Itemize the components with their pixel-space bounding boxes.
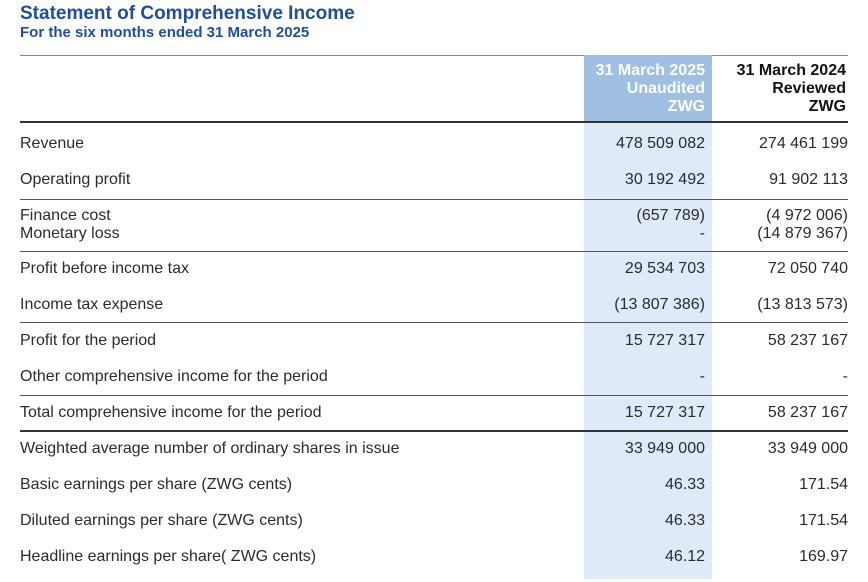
value-2025: 29 534 703: [624, 260, 705, 277]
value-2025: 46.12: [664, 548, 705, 565]
value-2024: 274 461 199: [759, 135, 848, 152]
table-row-profit-for-period: Profit for the period 15 727 317 58 237 …: [0, 332, 868, 352]
value-2024: -: [842, 368, 848, 385]
value-2025: 30 192 492: [624, 171, 705, 188]
row-label: Diluted earnings per share (ZWG cents): [20, 512, 303, 529]
value-2025: -: [699, 368, 705, 385]
row-label: Headline earnings per share( ZWG cents): [20, 548, 317, 565]
value-2024: 91 902 113: [769, 171, 848, 188]
column-header-2024: 31 March 2024 Reviewed ZWG: [712, 62, 846, 116]
row-label: Profit for the period: [20, 332, 157, 349]
column-header-2024-date: 31 March 2024: [736, 62, 846, 79]
column-header-2025: 31 March 2025 Unaudited ZWG: [584, 62, 705, 116]
column-header-2025-currency: ZWG: [667, 98, 705, 115]
table-row-profit-before-tax: Profit before income tax 29 534 703 72 0…: [0, 260, 868, 280]
value-2025: 33 949 000: [624, 440, 705, 457]
row-rule: [20, 395, 848, 396]
column-header-2025-date: 31 March 2025: [595, 62, 705, 79]
table-row-other-comprehensive-income: Other comprehensive income for the perio…: [0, 368, 868, 388]
value-2025: 46.33: [664, 512, 705, 529]
value-2025: 478 509 082: [616, 135, 705, 152]
row-rule: [20, 199, 848, 200]
value-2024: 169.97: [799, 548, 848, 565]
header-rule: [20, 121, 848, 123]
row-label: Other comprehensive income for the perio…: [20, 368, 328, 385]
table-row-revenue: Revenue 478 509 082 274 461 199: [0, 135, 868, 155]
table-row-total-comprehensive-income: Total comprehensive income for the perio…: [0, 404, 868, 424]
value-2025: -: [699, 225, 705, 242]
value-2024: 58 237 167: [767, 332, 848, 349]
table-row-basic-eps: Basic earnings per share (ZWG cents) 46.…: [0, 476, 868, 496]
column-header-2024-currency: ZWG: [808, 98, 846, 115]
row-label: Profit before income tax: [20, 260, 189, 277]
table-row-operating-profit: Operating profit 30 192 492 91 902 113: [0, 171, 868, 191]
statement-title: Statement of Comprehensive Income: [20, 3, 355, 24]
value-2025: 46.33: [664, 476, 705, 493]
value-2024: (13 813 573): [757, 296, 848, 313]
value-2024: 72 050 740: [767, 260, 848, 277]
table-row-finance-cost: Finance cost (657 789) (4 972 006): [0, 207, 868, 227]
current-period-column-shade: [584, 55, 712, 579]
table-row-monetary-loss: Monetary loss - (14 879 367): [0, 225, 868, 245]
row-label: Weighted average number of ordinary shar…: [20, 440, 400, 457]
table-row-diluted-eps: Diluted earnings per share (ZWG cents) 4…: [0, 512, 868, 532]
row-label: Total comprehensive income for the perio…: [20, 404, 322, 421]
row-label: Income tax expense: [20, 296, 164, 313]
value-2024: 171.54: [799, 476, 848, 493]
current-period-header-shade: [584, 55, 712, 121]
row-label: Finance cost: [20, 207, 111, 224]
row-label: Revenue: [20, 135, 85, 152]
value-2025: 15 727 317: [624, 404, 705, 421]
table-row-weighted-shares: Weighted average number of ordinary shar…: [0, 440, 868, 460]
row-label: Basic earnings per share (ZWG cents): [20, 476, 293, 493]
row-rule: [20, 251, 848, 252]
value-2024: 58 237 167: [767, 404, 848, 421]
total-rule: [20, 430, 848, 432]
row-label: Monetary loss: [20, 225, 120, 242]
row-label: Operating profit: [20, 171, 131, 188]
statement-subtitle: For the six months ended 31 March 2025: [20, 24, 310, 41]
table-row-income-tax: Income tax expense (13 807 386) (13 813 …: [0, 296, 868, 316]
column-header-2024-status: Reviewed: [772, 80, 846, 97]
row-rule: [20, 322, 848, 323]
table-top-rule: [20, 55, 848, 56]
value-2024: (4 972 006): [766, 207, 848, 224]
column-header-2025-status: Unaudited: [626, 80, 705, 97]
value-2025: 15 727 317: [624, 332, 705, 349]
value-2024: 33 949 000: [767, 440, 848, 457]
value-2024: 171.54: [799, 512, 848, 529]
table-row-headline-eps: Headline earnings per share( ZWG cents) …: [0, 548, 868, 568]
value-2024: (14 879 367): [757, 225, 848, 242]
value-2025: (657 789): [636, 207, 706, 224]
value-2025: (13 807 386): [614, 296, 705, 313]
